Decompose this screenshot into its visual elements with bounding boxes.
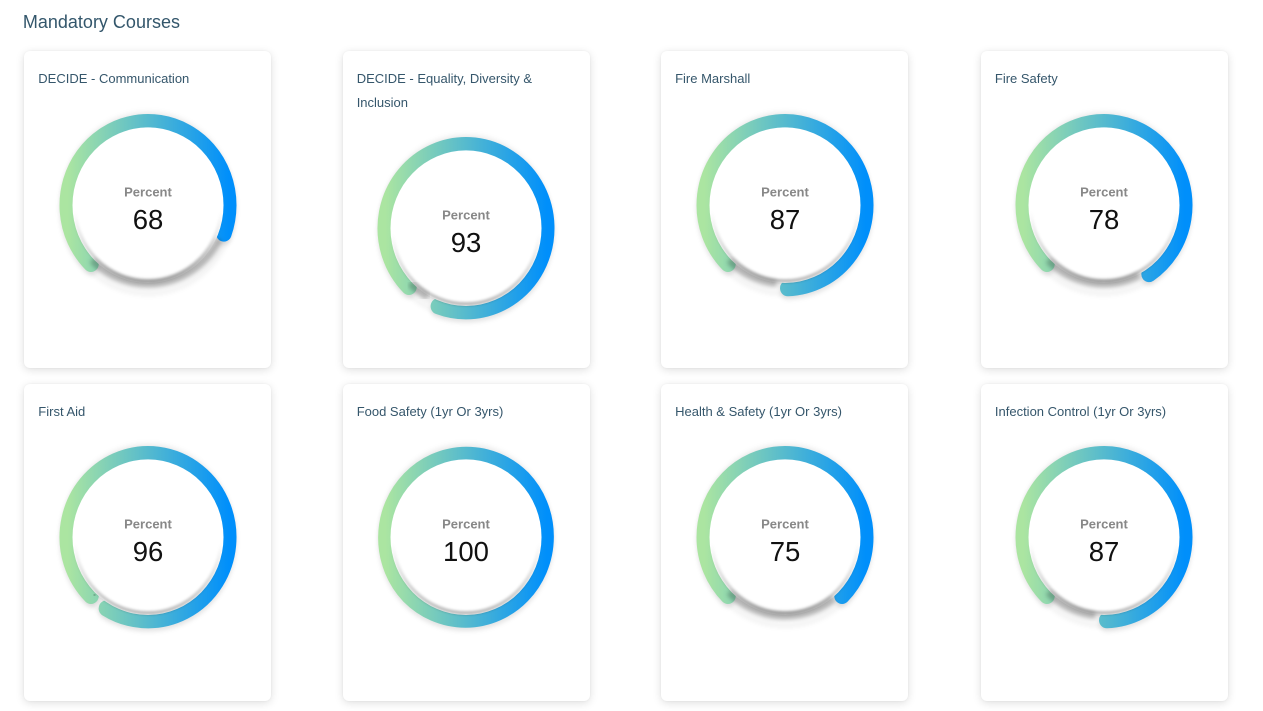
svg-text:Percent: Percent <box>124 184 172 199</box>
svg-text:Percent: Percent <box>1081 517 1129 532</box>
svg-text:68: 68 <box>133 204 164 235</box>
svg-text:75: 75 <box>769 536 800 567</box>
svg-text:Percent: Percent <box>761 517 809 532</box>
svg-text:100: 100 <box>443 536 489 567</box>
svg-text:87: 87 <box>769 204 800 235</box>
svg-text:Percent: Percent <box>124 517 172 532</box>
svg-text:87: 87 <box>1089 536 1120 567</box>
svg-text:96: 96 <box>133 536 164 567</box>
svg-text:78: 78 <box>1089 204 1120 235</box>
svg-text:Percent: Percent <box>1081 184 1129 199</box>
svg-text:Percent: Percent <box>761 184 809 199</box>
svg-text:Percent: Percent <box>442 517 490 532</box>
svg-text:93: 93 <box>451 227 482 258</box>
svg-text:Percent: Percent <box>442 208 490 223</box>
